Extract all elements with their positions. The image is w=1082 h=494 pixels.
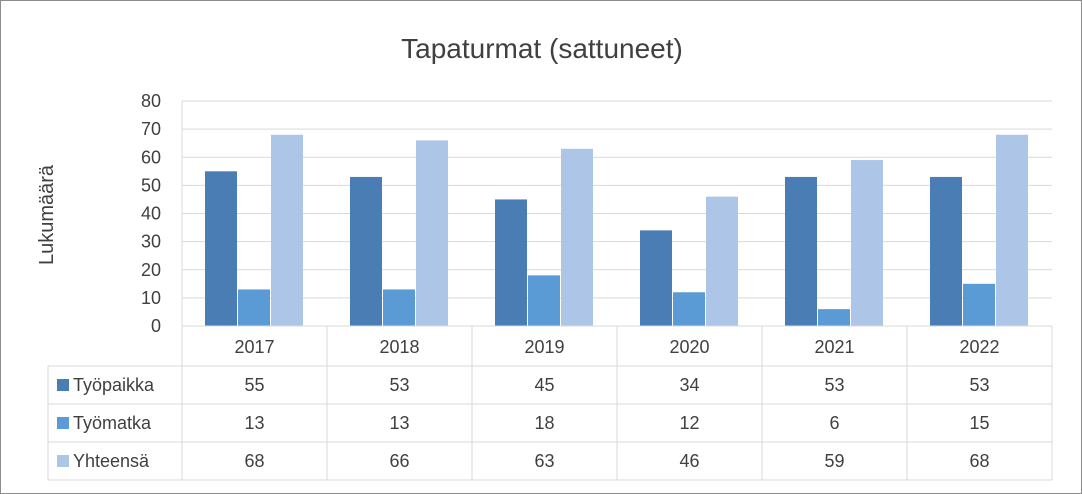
table-cell-value: 68 [244,451,264,471]
table-cell-value: 66 [389,451,409,471]
x-category-label: 2019 [524,337,564,357]
table-cell-value: 45 [534,375,554,395]
table-cell-value: 59 [824,451,844,471]
table-cell-value: 55 [244,375,264,395]
x-category-label: 2017 [234,337,274,357]
bar-yhteensä [416,140,448,326]
table-cell-value: 63 [534,451,554,471]
y-tick-label: 50 [141,175,161,195]
bar-yhteensä [851,160,883,326]
y-tick-label: 0 [151,316,161,336]
legend-label: Työmatka [73,413,152,433]
bar-työmatka [963,283,995,326]
bar-työmatka [238,289,270,326]
table-cell-value: 53 [824,375,844,395]
y-tick-label: 10 [141,288,161,308]
bar-yhteensä [271,134,303,326]
bar-työpaikka [785,176,817,326]
table-cell-value: 53 [389,375,409,395]
chart-title: Tapaturmat (sattuneet) [401,33,683,64]
legend-label: Työpaikka [73,375,155,395]
table-cell-value: 13 [244,413,264,433]
legend-key [57,455,69,467]
bar-työmatka [818,309,850,326]
table-cell-value: 15 [969,413,989,433]
x-category-label: 2021 [814,337,854,357]
bar-työpaikka [495,199,527,326]
table-cell-value: 13 [389,413,409,433]
x-category-label: 2022 [959,337,999,357]
bar-työpaikka [205,171,237,326]
legend-label: Yhteensä [73,451,150,471]
bar-yhteensä [561,148,593,326]
bar-työpaikka [640,230,672,326]
bar-työmatka [528,275,560,326]
x-category-label: 2018 [379,337,419,357]
y-tick-label: 30 [141,232,161,252]
table-cell-value: 6 [829,413,839,433]
y-tick-label: 70 [141,119,161,139]
legend-key [57,379,69,391]
table-cell-value: 12 [679,413,699,433]
table-cell-value: 46 [679,451,699,471]
y-tick-label: 20 [141,260,161,280]
table-cell-value: 34 [679,375,699,395]
table-cell-value: 53 [969,375,989,395]
table-cell-value: 68 [969,451,989,471]
bar-yhteensä [996,134,1028,326]
bar-työpaikka [350,176,382,326]
bar-työmatka [383,289,415,326]
bar-yhteensä [706,196,738,326]
table-cell-value: 18 [534,413,554,433]
y-tick-label: 80 [141,91,161,111]
x-category-label: 2020 [669,337,709,357]
y-tick-label: 40 [141,204,161,224]
bar-työmatka [673,292,705,326]
legend-key [57,417,69,429]
bar-työpaikka [930,176,962,326]
y-axis-label: Lukumäärä [36,164,58,265]
y-tick-label: 60 [141,147,161,167]
